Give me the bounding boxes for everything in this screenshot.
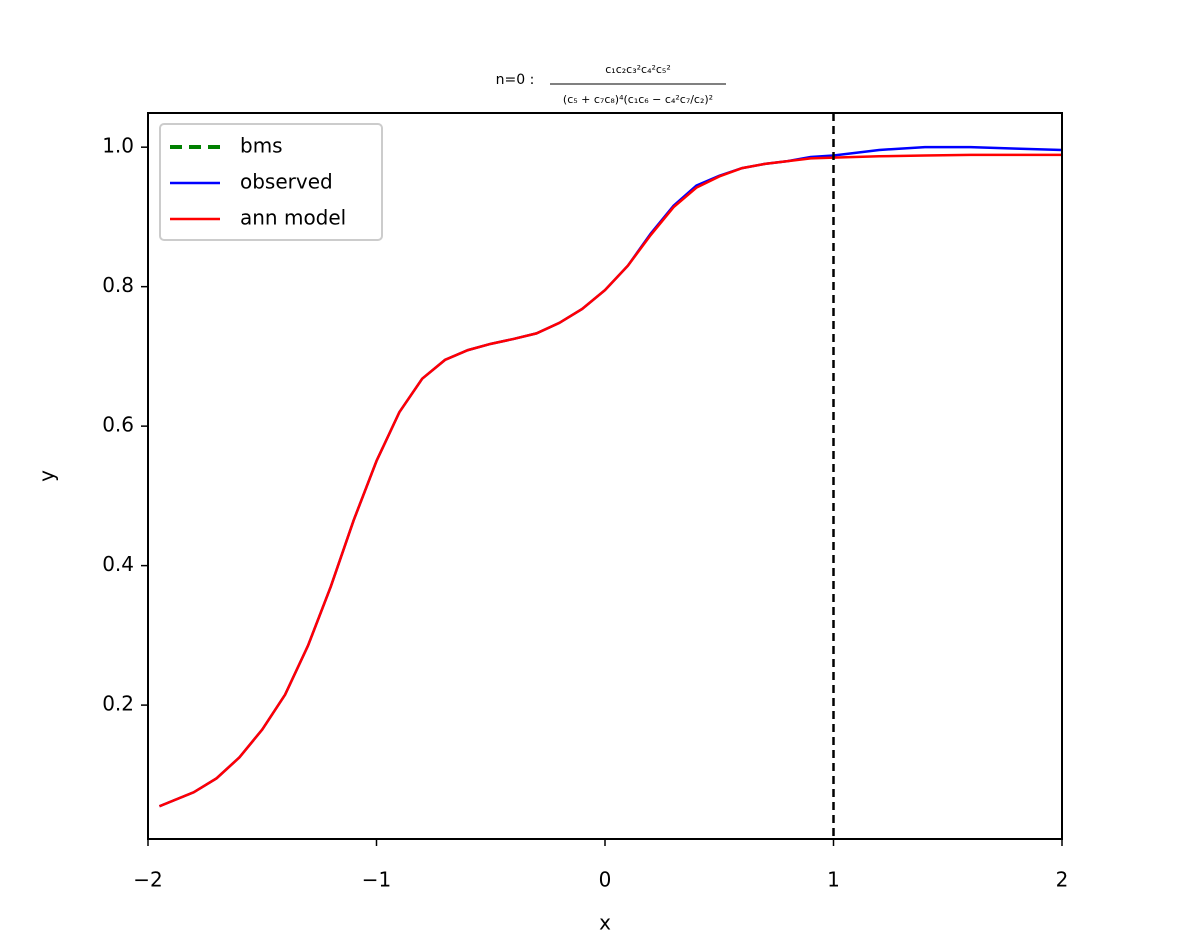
- x-tick-label: 0: [599, 868, 612, 892]
- y-tick-label: 0.4: [102, 552, 134, 576]
- legend-label: ann model: [240, 206, 346, 230]
- plot-frame: [147, 112, 1063, 840]
- title-denominator: (c₅ + c₇c₈)⁴(c₁c₆ − c₄²c₇/c₂)²: [563, 93, 713, 106]
- y-axis-label: y: [35, 470, 59, 482]
- y-tick-label: 0.6: [102, 413, 134, 437]
- x-tick-label: 1: [827, 868, 840, 892]
- chart-title: n=0 :: [496, 72, 535, 88]
- series-line: [158, 153, 1062, 808]
- x-tick-label: −2: [133, 868, 162, 892]
- y-tick-label: 1.0: [102, 134, 134, 158]
- title-numerator: c₁c₂c₃²c₄²c₅²: [605, 63, 671, 76]
- x-axis-label: x: [599, 911, 611, 935]
- legend-box: [159, 123, 383, 241]
- legend-label: observed: [240, 170, 333, 194]
- y-tick-label: 0.8: [102, 273, 134, 297]
- x-tick-label: 2: [1056, 868, 1069, 892]
- legend-label: bms: [240, 134, 283, 158]
- y-tick-label: 0.2: [102, 692, 134, 716]
- series-line: [158, 145, 1063, 808]
- x-tick-label: −1: [362, 868, 391, 892]
